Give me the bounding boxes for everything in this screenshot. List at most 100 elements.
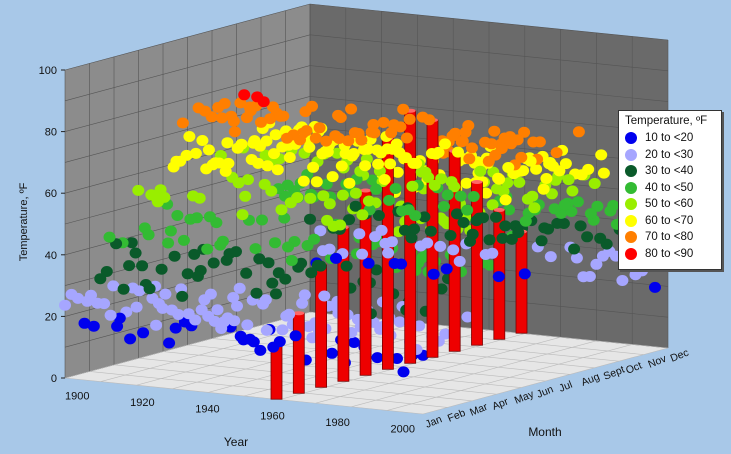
data-point bbox=[467, 191, 480, 202]
data-point bbox=[597, 167, 610, 179]
data-point bbox=[429, 148, 442, 160]
data-point bbox=[393, 316, 406, 328]
month-tick-label: Apr bbox=[490, 395, 510, 412]
legend-swatch bbox=[625, 198, 637, 211]
data-point bbox=[403, 113, 416, 125]
bar-top bbox=[493, 207, 505, 212]
data-point bbox=[202, 144, 215, 156]
data-point bbox=[519, 215, 532, 227]
data-point bbox=[463, 153, 476, 165]
temperature-bar bbox=[315, 263, 328, 388]
data-point bbox=[231, 300, 243, 312]
data-point bbox=[521, 193, 534, 205]
data-point bbox=[388, 258, 401, 269]
data-point bbox=[518, 126, 531, 138]
data-point bbox=[548, 203, 561, 215]
data-point bbox=[540, 173, 553, 184]
data-point bbox=[104, 309, 117, 321]
data-point bbox=[490, 211, 502, 223]
data-point bbox=[356, 248, 369, 260]
z-tick-label: 0 bbox=[51, 373, 57, 385]
data-point bbox=[348, 337, 361, 348]
data-point bbox=[479, 249, 492, 260]
data-point bbox=[300, 125, 313, 137]
legend-swatch bbox=[625, 247, 637, 260]
data-point bbox=[320, 135, 333, 147]
data-point bbox=[413, 320, 426, 332]
data-point bbox=[257, 298, 269, 310]
data-point bbox=[235, 138, 248, 150]
data-point bbox=[441, 189, 454, 201]
data-point bbox=[470, 215, 483, 227]
data-point bbox=[188, 248, 201, 260]
data-point bbox=[439, 138, 451, 150]
data-point bbox=[445, 176, 458, 188]
data-point bbox=[91, 297, 104, 309]
month-axis-label: Month bbox=[528, 425, 561, 439]
data-point bbox=[191, 270, 204, 282]
legend-title: Temperature, ºF bbox=[625, 115, 708, 127]
data-point bbox=[428, 179, 441, 191]
data-point bbox=[123, 260, 136, 272]
data-point bbox=[200, 163, 213, 175]
chart-grid bbox=[64, 3, 669, 415]
data-point bbox=[184, 213, 197, 225]
data-point bbox=[323, 198, 336, 210]
data-point bbox=[416, 111, 429, 123]
data-point bbox=[168, 250, 181, 262]
data-point bbox=[584, 208, 597, 220]
data-point bbox=[299, 106, 312, 118]
legend-label: 70 to <80 bbox=[645, 231, 694, 244]
data-point bbox=[452, 146, 464, 158]
legend-item: 70 to <80 bbox=[625, 229, 715, 246]
data-point bbox=[283, 308, 296, 320]
data-point bbox=[303, 141, 316, 153]
temperature-bar bbox=[292, 312, 305, 394]
data-point bbox=[289, 330, 302, 342]
data-point bbox=[298, 289, 311, 301]
data-point bbox=[590, 258, 603, 270]
data-point bbox=[398, 224, 411, 236]
data-point bbox=[457, 217, 470, 228]
data-point bbox=[400, 132, 413, 144]
data-point bbox=[215, 112, 228, 124]
data-point bbox=[284, 197, 297, 209]
month-tick-label: Nov bbox=[646, 352, 669, 370]
data-point bbox=[269, 129, 282, 141]
data-point bbox=[574, 220, 587, 232]
month-tick-label: Oct bbox=[624, 360, 644, 377]
data-point bbox=[530, 163, 543, 175]
data-point bbox=[581, 231, 594, 243]
data-point bbox=[359, 160, 372, 172]
data-point bbox=[296, 297, 309, 309]
data-point bbox=[150, 319, 163, 331]
data-point bbox=[241, 319, 254, 331]
data-point bbox=[383, 194, 396, 206]
data-point bbox=[221, 137, 234, 149]
data-point bbox=[331, 147, 344, 159]
data-point bbox=[264, 113, 277, 125]
data-point bbox=[221, 312, 234, 324]
data-point bbox=[248, 135, 261, 147]
legend-label: 30 to <40 bbox=[645, 165, 694, 178]
data-point bbox=[325, 347, 338, 359]
data-point bbox=[269, 237, 281, 249]
x-tick-label: 1940 bbox=[195, 404, 219, 416]
data-point bbox=[568, 243, 581, 255]
month-tick-label: Feb bbox=[446, 407, 467, 425]
data-point bbox=[245, 154, 258, 165]
data-point bbox=[461, 311, 474, 323]
data-point bbox=[183, 131, 196, 142]
data-point bbox=[125, 237, 138, 249]
data-point bbox=[379, 237, 392, 249]
legend-item: 60 to <70 bbox=[625, 213, 715, 230]
x-tick-label: 1960 bbox=[260, 410, 284, 422]
data-point bbox=[486, 199, 499, 211]
data-point bbox=[558, 199, 571, 211]
data-point bbox=[332, 109, 345, 121]
data-point bbox=[499, 220, 512, 232]
data-point bbox=[182, 308, 195, 320]
data-point bbox=[595, 149, 608, 161]
data-point bbox=[233, 282, 246, 294]
legend-item: 50 to <60 bbox=[625, 196, 715, 213]
